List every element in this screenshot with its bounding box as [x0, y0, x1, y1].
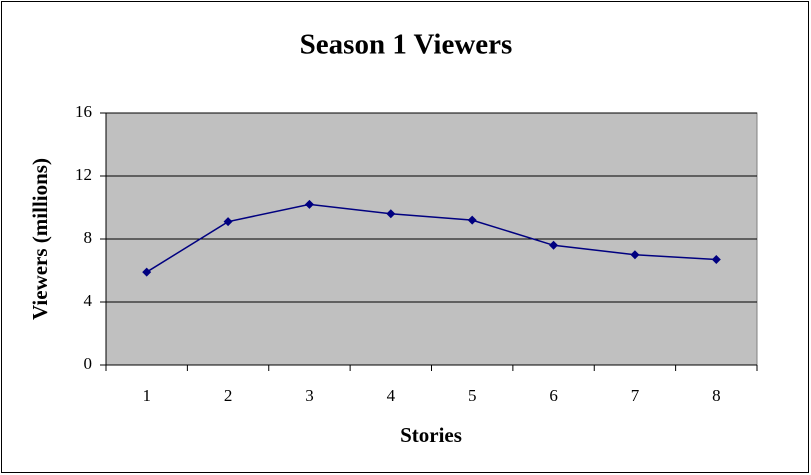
series-line [146, 203, 717, 273]
data-point [549, 240, 559, 250]
x-axis-label: Stories [400, 423, 462, 447]
data-point [467, 215, 477, 225]
data-point [711, 254, 721, 264]
chart-title: Season 1 Viewers [300, 29, 513, 61]
data-point [386, 209, 396, 219]
x-tick-label: 2 [224, 386, 233, 405]
x-tick-label: 6 [549, 386, 558, 405]
x-tick-label: 3 [305, 386, 314, 405]
data-point [630, 250, 640, 260]
data-point [142, 267, 152, 277]
x-tick-label: 1 [142, 386, 151, 405]
y-tick-label: 16 [75, 102, 92, 121]
y-tick-label: 4 [84, 291, 93, 310]
x-tick-label: 8 [712, 386, 721, 405]
x-tick-label: 7 [631, 386, 640, 405]
x-tick-label: 4 [387, 386, 396, 405]
data-point [223, 217, 233, 227]
y-tick-label: 8 [84, 228, 93, 247]
y-tick-label: 12 [75, 165, 92, 184]
data-point [304, 199, 314, 209]
x-tick-label: 5 [468, 386, 477, 405]
y-axis-label: Viewers (millions) [28, 158, 52, 320]
y-tick-label: 0 [84, 354, 93, 373]
